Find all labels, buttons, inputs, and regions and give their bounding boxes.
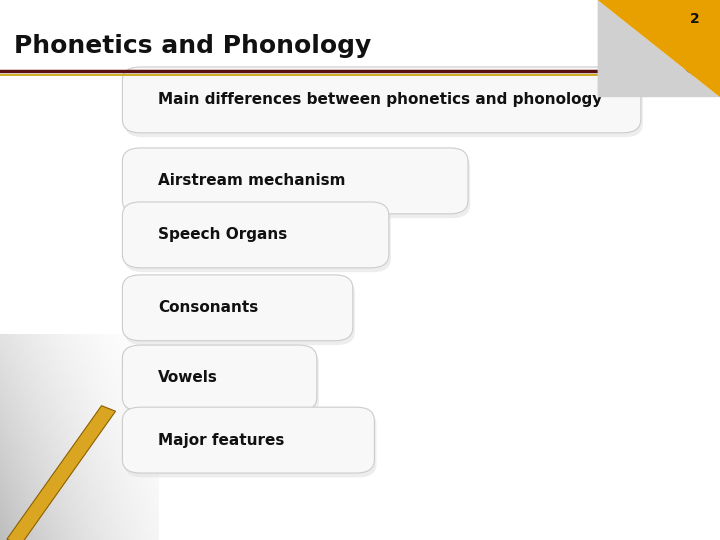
FancyBboxPatch shape: [125, 71, 643, 137]
Text: Vowels: Vowels: [158, 370, 218, 386]
Polygon shape: [7, 406, 115, 540]
FancyBboxPatch shape: [122, 407, 374, 473]
Text: Consonants: Consonants: [158, 300, 258, 315]
FancyBboxPatch shape: [125, 279, 355, 345]
Text: Airstream mechanism: Airstream mechanism: [158, 173, 346, 188]
FancyBboxPatch shape: [125, 152, 470, 218]
Text: Phonetics and Phonology: Phonetics and Phonology: [14, 34, 372, 58]
FancyBboxPatch shape: [125, 411, 377, 477]
Polygon shape: [598, 0, 720, 97]
FancyBboxPatch shape: [122, 345, 317, 411]
Polygon shape: [598, 0, 720, 97]
Text: Speech Organs: Speech Organs: [158, 227, 288, 242]
FancyBboxPatch shape: [122, 67, 641, 133]
FancyBboxPatch shape: [122, 275, 353, 341]
Text: Major features: Major features: [158, 433, 285, 448]
FancyBboxPatch shape: [125, 349, 319, 415]
FancyBboxPatch shape: [122, 148, 468, 214]
Text: Main differences between phonetics and phonology: Main differences between phonetics and p…: [158, 92, 603, 107]
FancyBboxPatch shape: [125, 206, 391, 272]
Text: 2: 2: [690, 12, 700, 26]
FancyBboxPatch shape: [122, 202, 389, 268]
